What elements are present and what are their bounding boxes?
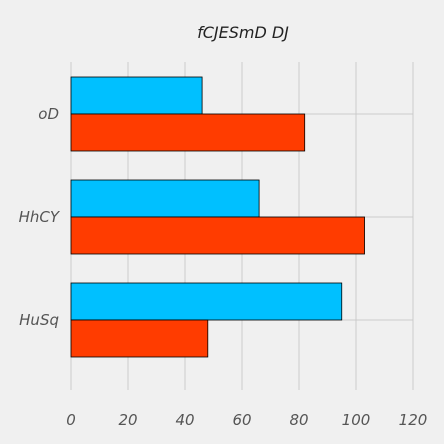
x-tick-label: 40	[175, 411, 194, 429]
y-tick-labels: oD HhCY HuSq	[19, 105, 61, 329]
x-tick-label: 100	[342, 411, 371, 429]
bar-oD-series-1	[71, 77, 202, 114]
bar-HhCY-series-1	[71, 180, 259, 217]
bar-HhCY-series-2	[71, 217, 365, 254]
bar-layer	[71, 77, 365, 357]
x-tick-label: 80	[289, 411, 308, 429]
chart-title: fCJESmD DJ	[197, 23, 289, 42]
y-tick-label: HuSq	[19, 311, 59, 329]
bar-HuSq-series-1	[71, 283, 342, 320]
bar-HuSq-series-2	[71, 320, 208, 357]
x-tick-label: 0	[66, 411, 76, 429]
bar-oD-series-2	[71, 114, 305, 151]
x-tick-label: 20	[118, 411, 137, 429]
x-tick-label: 120	[399, 411, 428, 429]
y-tick-label: HhCY	[19, 208, 61, 226]
y-tick-label: oD	[38, 105, 59, 123]
x-tick-labels: 0 20 40 60 80 100 120	[66, 411, 427, 429]
x-tick-label: 60	[232, 411, 251, 429]
